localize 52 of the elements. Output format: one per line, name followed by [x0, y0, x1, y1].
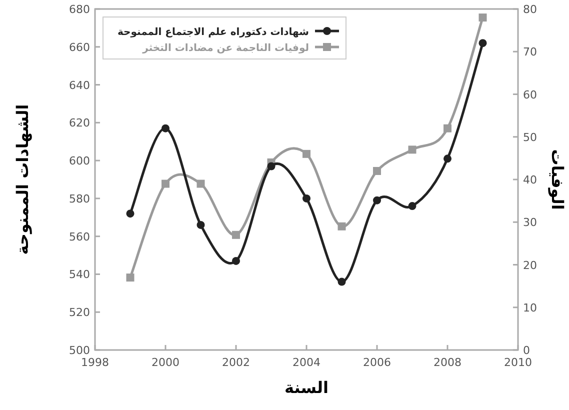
y2-tick-label: 30 — [523, 216, 537, 230]
point — [338, 278, 346, 286]
y2-tick-label: 70 — [523, 46, 537, 59]
point — [302, 194, 310, 202]
x-tick-label: 2000 — [152, 356, 180, 369]
y2-tick-label: 0 — [523, 344, 530, 357]
y2-tick-label: 40 — [523, 174, 537, 186]
x-tick-label: 2004 — [292, 356, 320, 369]
y2-tick-label: 10 — [523, 301, 537, 314]
point — [232, 230, 240, 239]
y2-tick-label: 60 — [523, 88, 537, 102]
y-tick-label: 520 — [69, 306, 90, 320]
y-tick-label: 580 — [69, 192, 90, 206]
x-tick-label: 1998 — [81, 356, 109, 369]
y-tick-label: 640 — [69, 78, 90, 92]
point — [338, 222, 346, 230]
point — [444, 154, 452, 163]
y2-axis-title: الوفيات — [548, 149, 567, 210]
y-tick-label: 540 — [69, 268, 90, 282]
x-tick-label: 2010 — [504, 356, 532, 369]
y-tick-label: 620 — [69, 116, 90, 130]
point — [373, 166, 381, 175]
y2-tick-label: 20 — [523, 258, 537, 272]
point — [373, 196, 381, 204]
y-tick-label: 660 — [69, 40, 90, 54]
y-tick-label: 560 — [69, 230, 90, 244]
legend-label: لوفيات الناجمة عن مضادات التخثر — [142, 43, 309, 54]
point — [302, 150, 310, 158]
x-tick-label: 2006 — [363, 356, 391, 369]
x-tick-label: 2002 — [222, 356, 250, 369]
y-tick-label: 500 — [69, 344, 90, 357]
y-axis-title: الشهادات الممنوحة — [13, 104, 32, 255]
point — [408, 202, 416, 210]
point — [478, 14, 487, 22]
point — [444, 124, 452, 132]
x-axis-title: السنة — [284, 378, 329, 397]
point — [478, 39, 487, 48]
point — [126, 274, 134, 282]
point — [196, 220, 205, 229]
point — [126, 210, 134, 218]
point — [162, 180, 170, 188]
point — [267, 162, 276, 170]
point — [196, 180, 205, 188]
legend-label: شهادات دكتوراه علم الاجتماع الممنوحة — [117, 27, 310, 38]
y2-tick-label: 80 — [523, 3, 537, 16]
y-tick-label: 600 — [69, 154, 90, 168]
point — [162, 124, 170, 132]
point — [232, 256, 240, 265]
y-tick-label: 680 — [69, 3, 90, 16]
y2-tick-label: 50 — [523, 130, 537, 144]
point — [408, 146, 416, 154]
x-tick-label: 2008 — [434, 356, 462, 369]
